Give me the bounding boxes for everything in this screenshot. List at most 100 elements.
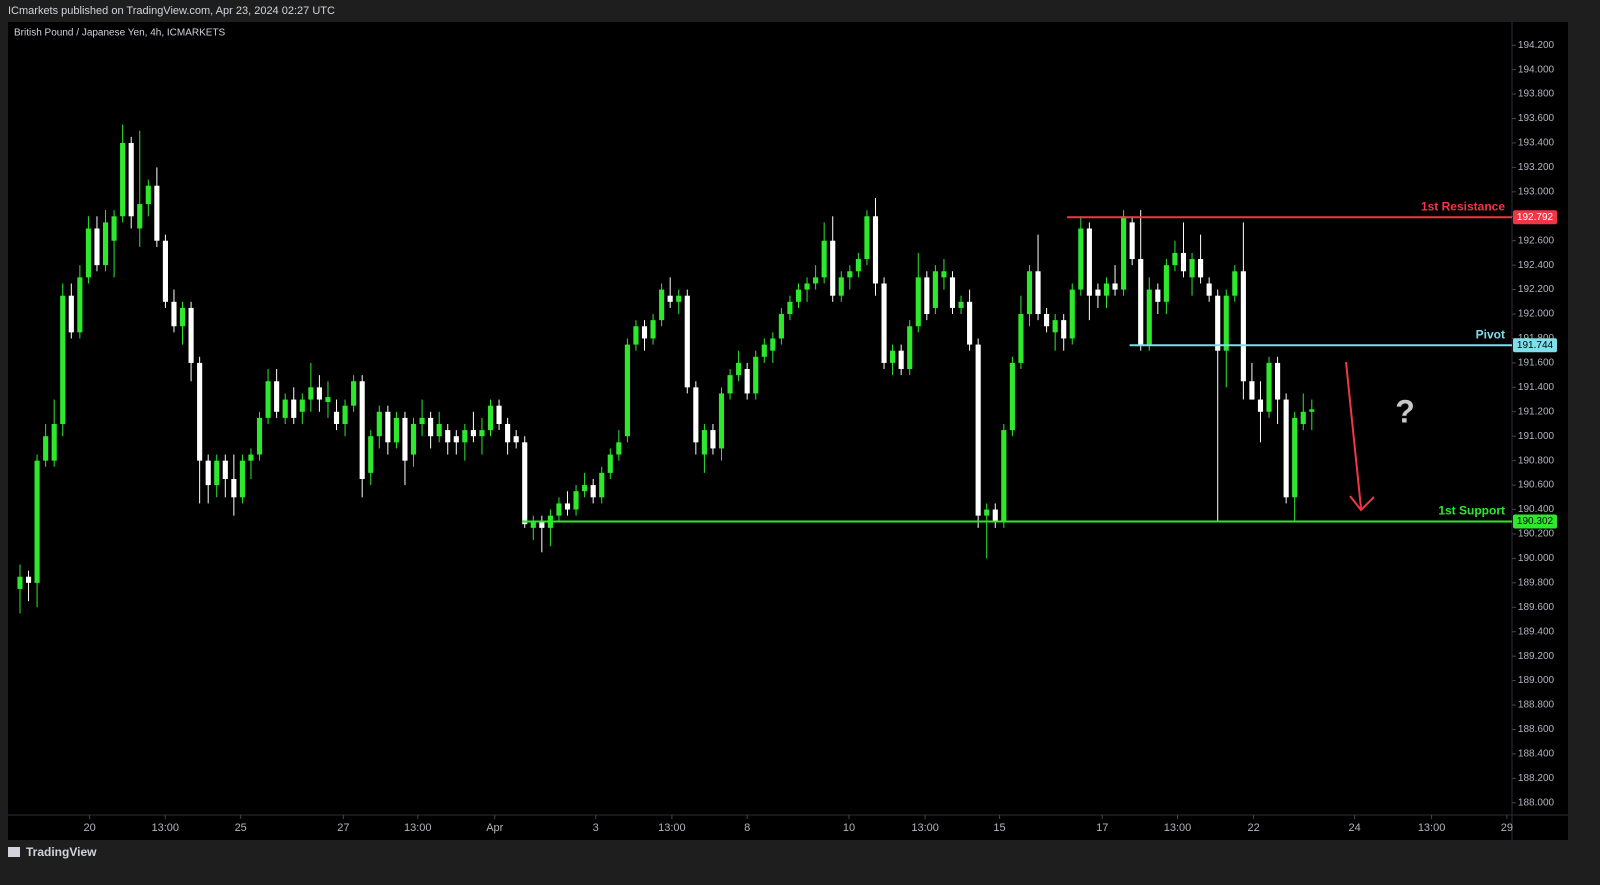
candle-body: [659, 289, 665, 321]
candle-body: [1275, 362, 1281, 400]
candle-body: [564, 503, 571, 510]
candle-body: [1095, 289, 1101, 296]
candle-body: [984, 509, 990, 516]
candle-body: [239, 460, 245, 498]
candle-body: [436, 423, 442, 437]
candle-body: [1129, 222, 1135, 260]
candle-body: [60, 295, 66, 424]
y-tick-label: 188.400: [1518, 749, 1555, 760]
candle-body: [1198, 259, 1204, 278]
candle-body: [470, 430, 476, 437]
annotation: ?: [1395, 393, 1415, 429]
price-tag: [1513, 210, 1557, 225]
y-tick-label: 189.400: [1518, 626, 1555, 637]
candle-body: [1146, 289, 1152, 345]
candle-body: [385, 411, 391, 443]
candle-body: [248, 454, 254, 461]
candle-body: [1035, 271, 1041, 315]
candle-body: [1069, 289, 1075, 339]
y-tick-label: 193.400: [1518, 138, 1555, 149]
candle-body: [650, 320, 656, 339]
x-tick-label: 25: [235, 822, 247, 834]
candle-body: [590, 485, 596, 498]
candle-body: [1086, 228, 1092, 296]
candle-body: [368, 436, 374, 473]
y-tick-label: 188.800: [1518, 700, 1555, 711]
y-tick-label: 190.000: [1518, 553, 1555, 564]
candle-body: [1300, 411, 1306, 424]
x-tick-label: 13:00: [911, 822, 939, 834]
arrow-head: [1349, 495, 1375, 512]
candle-body: [890, 350, 896, 363]
candle-body: [1206, 283, 1212, 296]
y-tick-label: 190.600: [1518, 480, 1555, 491]
y-tick-label: 191.000: [1518, 431, 1555, 442]
candle-body: [1112, 283, 1118, 290]
candle-body: [778, 314, 784, 339]
candle-body: [633, 326, 639, 345]
x-tick-label: 13:00: [151, 822, 179, 834]
x-tick-label: 13:00: [404, 822, 432, 834]
level-label: 1st Support: [1438, 504, 1505, 518]
candle-body: [992, 509, 998, 522]
candle-body: [274, 381, 280, 412]
candle-body: [351, 381, 357, 406]
candle-body: [624, 344, 630, 437]
candle-body: [25, 576, 32, 583]
candle-body: [599, 472, 605, 498]
brand: TradingView: [26, 845, 97, 859]
candle-body: [487, 405, 494, 431]
candle-body: [795, 289, 802, 302]
candle-body: [864, 216, 870, 260]
y-tick-label: 189.600: [1518, 602, 1555, 613]
candle-body: [120, 142, 126, 217]
candle-body: [1180, 252, 1187, 272]
candle-body: [1163, 265, 1169, 302]
candle-body: [513, 436, 519, 443]
candle-body: [855, 259, 861, 272]
y-tick-label: 194.200: [1518, 40, 1555, 51]
candle-body: [137, 204, 143, 229]
price-tag-label: 192.792: [1517, 212, 1554, 223]
candle-body: [342, 405, 348, 424]
candle-body: [522, 442, 528, 525]
candle-body: [1044, 314, 1050, 327]
x-tick-label: 3: [593, 822, 599, 834]
candle-body: [265, 381, 271, 418]
candle-body: [872, 216, 879, 284]
candle-body: [556, 503, 562, 516]
candle-body: [830, 240, 836, 296]
candle-body: [744, 369, 750, 394]
x-tick-label: Apr: [486, 822, 503, 834]
candle-body: [299, 399, 305, 412]
candle-body: [43, 436, 49, 461]
candle-body: [188, 307, 194, 363]
y-tick-label: 192.200: [1518, 284, 1555, 295]
candle-body: [462, 430, 468, 443]
candle-body: [282, 399, 288, 418]
candle-body: [359, 381, 365, 479]
candle-body: [197, 362, 203, 461]
candle-body: [402, 417, 408, 461]
candle-body: [1223, 295, 1229, 351]
candle-body: [453, 436, 459, 443]
candle-body: [1121, 216, 1127, 290]
candle-body: [68, 295, 74, 333]
candle-body: [838, 277, 844, 296]
candle-body: [573, 491, 579, 510]
logo: [8, 847, 20, 857]
candle-body: [727, 375, 733, 394]
candle-body: [1240, 271, 1246, 382]
candle-body: [924, 277, 930, 315]
candle-body: [479, 430, 485, 437]
candle-body: [111, 216, 117, 241]
candle-body: [1061, 320, 1067, 339]
candle-body: [1283, 399, 1289, 498]
candle-body: [975, 344, 981, 516]
candle-body: [813, 277, 819, 284]
y-tick-label: 192.000: [1518, 309, 1555, 320]
candle-body: [847, 271, 853, 278]
candle-body: [85, 228, 91, 278]
